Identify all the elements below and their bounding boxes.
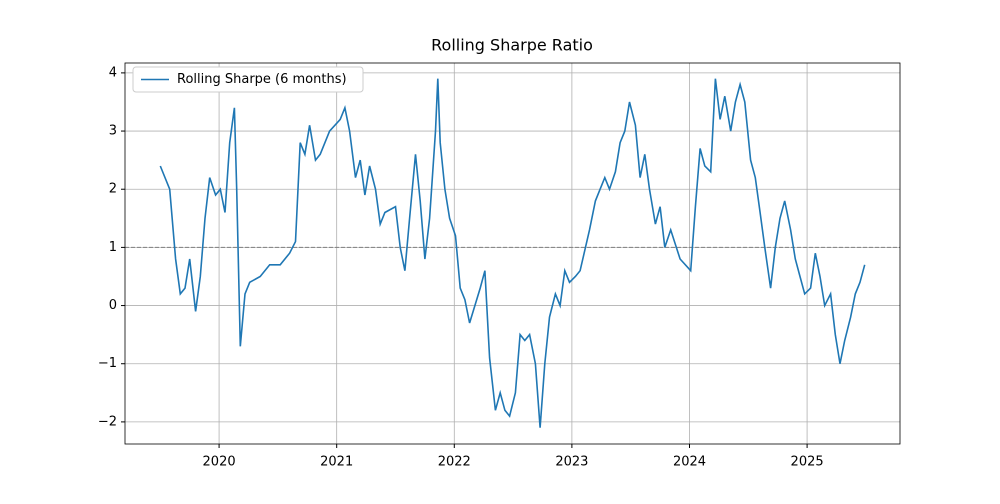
y-tick-label: 1 <box>109 240 117 255</box>
x-tick-label: 2025 <box>791 455 824 470</box>
y-tick-label: −2 <box>98 414 117 429</box>
data-line <box>159 78 866 428</box>
chart-title: Rolling Sharpe Ratio <box>431 36 593 55</box>
y-tick-label: 2 <box>109 182 117 197</box>
x-tick-label: 2021 <box>320 455 353 470</box>
x-tick-label: 2023 <box>555 455 588 470</box>
y-tick-label: 3 <box>109 124 117 139</box>
y-tick-label: −1 <box>98 356 117 371</box>
legend-label: Rolling Sharpe (6 months) <box>177 72 347 87</box>
x-tick-label: 2024 <box>673 455 706 470</box>
axes-frame <box>124 62 901 445</box>
y-tick-label: 4 <box>109 65 117 80</box>
y-tick-label: 0 <box>109 298 117 313</box>
x-tick-label: 2020 <box>203 455 236 470</box>
legend-box <box>132 66 364 93</box>
x-tick-label: 2022 <box>438 455 471 470</box>
